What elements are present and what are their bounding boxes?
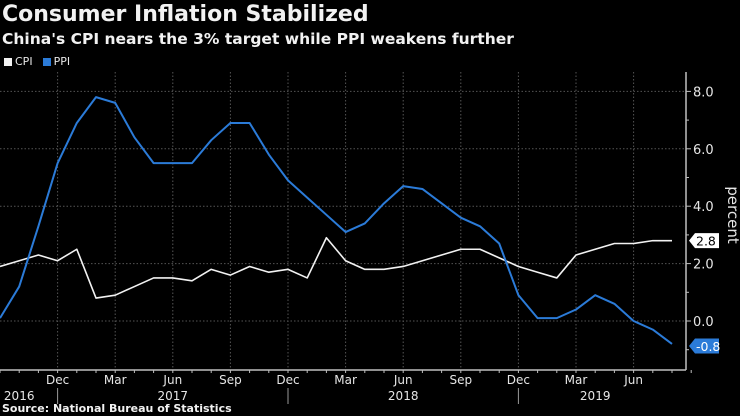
y-tick-label: 2.0 — [693, 258, 714, 273]
value-tag-label-cpi: 2.8 — [696, 234, 716, 249]
y-axis-title: percent — [724, 186, 740, 244]
series-line-cpi — [0, 236, 672, 299]
chart-subtitle: China's CPI nears the 3% target while PP… — [2, 30, 514, 48]
value-tag-ppi — [689, 338, 719, 354]
x-tick-label: Dec — [46, 373, 69, 387]
y-tick-label: 8.0 — [693, 85, 714, 100]
x-tick-label: Dec — [507, 373, 530, 387]
x-tick-label: Mar — [104, 373, 127, 387]
x-tick-label: Jun — [393, 373, 413, 387]
y-tick-label: 4.0 — [693, 200, 714, 215]
axes: 0.0 2.0 4.0 6.0 8.0 Dec Mar Jun Sep Dec Mar Jun Sep D… — [0, 72, 740, 404]
legend-item-cpi[interactable]: CPI — [4, 55, 33, 68]
chart-title: Consumer Inflation Stabilized — [2, 2, 369, 27]
series-lines — [0, 96, 673, 345]
legend-swatch-ppi — [42, 57, 51, 66]
x-tick-label: Jun — [162, 373, 182, 387]
y-tick-label: 6.0 — [693, 143, 714, 158]
year-label: 2018 — [388, 389, 419, 403]
x-tick-label: Dec — [276, 373, 299, 387]
value-tag-cpi — [689, 233, 719, 249]
year-label: 2017 — [158, 389, 189, 403]
value-tag-label-ppi: -0.8 — [696, 339, 720, 354]
value-tags: 2.8 -0.8 — [689, 233, 720, 354]
x-tick-label: Mar — [565, 373, 588, 387]
x-tick-label: Jun — [623, 373, 643, 387]
legend: CPI PPI — [4, 55, 80, 68]
source-note: Source: National Bureau of Statistics — [2, 402, 232, 415]
series-line-ppi — [0, 96, 673, 345]
y-tick-label: 0.0 — [693, 315, 714, 330]
x-tick-label: Mar — [334, 373, 357, 387]
legend-label-cpi: CPI — [15, 55, 33, 68]
grid — [0, 72, 686, 370]
x-tick-label: Sep — [219, 373, 242, 387]
year-label: 2019 — [580, 389, 611, 403]
x-tick-label: Sep — [449, 373, 472, 387]
legend-item-ppi[interactable]: PPI — [42, 55, 71, 68]
year-label: 2016 — [4, 389, 35, 403]
legend-label-ppi: PPI — [53, 55, 71, 68]
legend-swatch-cpi — [4, 57, 12, 66]
